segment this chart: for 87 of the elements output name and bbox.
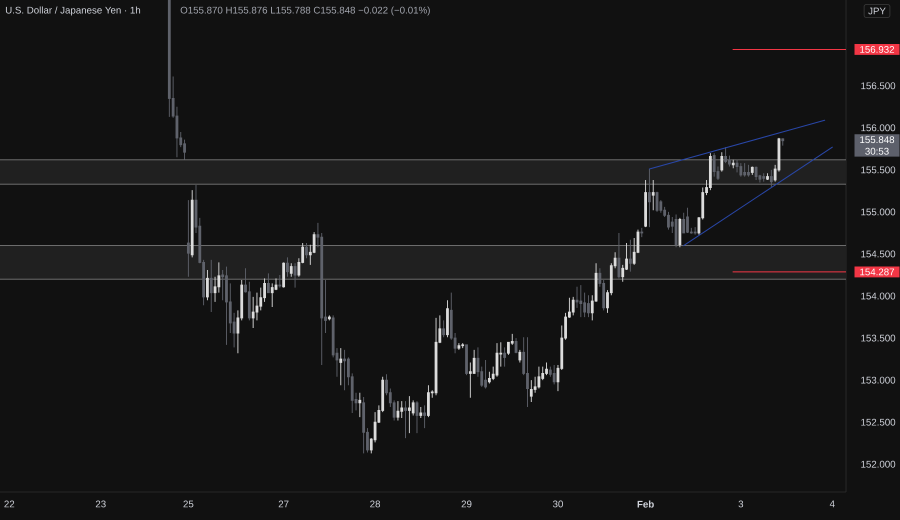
candlestick (587, 294, 590, 318)
text: 155.848 (860, 136, 894, 144)
candlestick (252, 296, 255, 328)
candlestick (282, 262, 286, 288)
candlestick (686, 207, 689, 234)
candlestick (552, 364, 556, 385)
candlestick (618, 232, 620, 279)
x-tick-label: Feb (638, 500, 654, 508)
y-tick-label: 152.500 (861, 418, 896, 426)
text: O155.870 H155.876 L155.788 C155.848 −0.022 (−0.01%) (180, 6, 430, 16)
y-tick-label: 155.000 (861, 208, 896, 216)
candlestick (286, 256, 289, 278)
candlestick (648, 168, 651, 228)
text: U.S. Dollar / Japanese Yen · 1h (6, 6, 140, 16)
candlestick (712, 152, 716, 178)
text: 30:53 (865, 148, 889, 155)
ref-line-label: 154.287 (860, 268, 894, 276)
candlestick (628, 239, 632, 272)
y-axis-title: JPY (868, 8, 886, 14)
candlestick (446, 300, 449, 338)
x-tick-label: 30 (552, 500, 563, 508)
candlestick (484, 360, 487, 389)
y-tick-label: 153.500 (861, 334, 896, 342)
candlestick (404, 400, 407, 439)
candlestick (343, 349, 346, 391)
candlestick (678, 217, 682, 248)
candlestick (270, 282, 274, 308)
candlestick (656, 191, 658, 212)
candlestick (736, 159, 738, 173)
y-tick-label: 155.500 (861, 166, 896, 174)
candlestick (754, 166, 758, 180)
candlestick (427, 384, 430, 418)
candlestick (496, 342, 498, 378)
candlestick (526, 336, 529, 408)
candlestick (538, 366, 540, 389)
candlestick (278, 274, 282, 288)
candlestick (770, 169, 773, 188)
y-tick-label: 156.500 (861, 82, 896, 90)
candlestick (667, 211, 670, 230)
candlestick (408, 396, 411, 434)
candlestick (168, 0, 171, 118)
candlestick (503, 346, 506, 368)
candlestick (465, 344, 468, 376)
candlestick (579, 284, 582, 318)
x-tick-label: 28 (370, 500, 380, 508)
candlestick (206, 270, 209, 301)
candlestick (305, 242, 308, 259)
candlestick (644, 180, 647, 228)
candlestick (423, 404, 426, 429)
y-tick-label: 154.500 (861, 250, 896, 258)
candlestick (442, 320, 446, 338)
candlestick (358, 392, 362, 418)
x-tick-label: 3 (738, 500, 744, 508)
candlestick (766, 172, 769, 180)
candlestick (739, 162, 742, 178)
y-tick-label: 154.000 (861, 292, 896, 300)
candlestick (674, 214, 678, 248)
candlestick (747, 164, 750, 178)
candlestick (328, 314, 331, 321)
candlestick (434, 317, 438, 396)
x-tick-label: 22 (4, 500, 14, 508)
candlestick (457, 342, 460, 350)
candlestick (518, 349, 522, 363)
candlestick (362, 396, 366, 454)
ref-line-label: 156.932 (860, 46, 894, 53)
y-tick-label: 152.000 (861, 460, 896, 468)
candlestick (294, 262, 296, 288)
candlestick (724, 146, 728, 164)
x-tick-label: 27 (278, 500, 289, 508)
candlestick (694, 226, 697, 236)
candlestick (186, 200, 190, 278)
x-tick-label: 25 (183, 500, 194, 508)
candlestick (266, 272, 270, 294)
x-tick-label: 23 (96, 500, 106, 508)
candlestick (514, 338, 518, 354)
x-tick-label: 29 (462, 500, 472, 508)
candlestick (225, 266, 228, 346)
y-tick-label: 156.000 (861, 124, 896, 132)
candlestick (396, 400, 400, 421)
candlestick (190, 190, 194, 258)
candlestick (545, 362, 548, 376)
candlestick (720, 152, 724, 172)
candlestick (416, 400, 418, 434)
x-tick-label: 4 (830, 500, 835, 508)
y-tick-label: 153.000 (861, 376, 896, 384)
candlestick (743, 162, 746, 178)
candlestick (708, 152, 712, 191)
